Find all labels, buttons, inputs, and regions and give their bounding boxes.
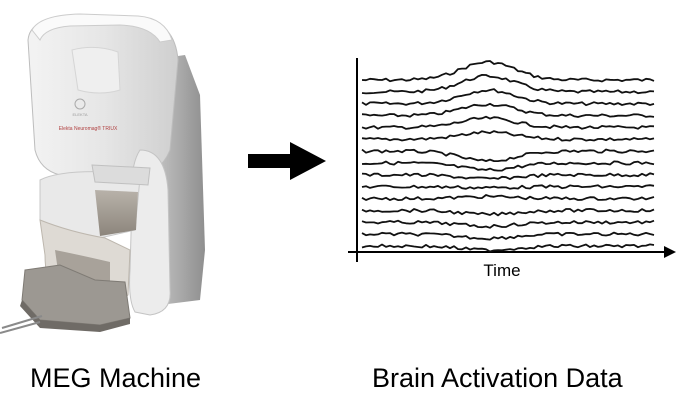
machine-rail	[0, 315, 43, 334]
signal-trace	[361, 102, 655, 118]
plot-x-label: Time	[483, 261, 520, 280]
signal-trace	[361, 160, 655, 172]
plot-x-axis-arrowhead	[664, 246, 676, 258]
trace-group	[361, 60, 655, 253]
machine-caption: MEG Machine	[30, 363, 202, 393]
signal-trace	[361, 88, 655, 107]
signal-trace	[361, 130, 655, 142]
machine-headrest-ledge	[91, 164, 151, 186]
signal-trace	[361, 172, 655, 180]
signal-trace	[361, 184, 655, 190]
signal-trace	[361, 194, 655, 201]
machine-helmet-top	[31, 13, 173, 43]
signal-trace	[361, 219, 655, 229]
signal-trace	[361, 231, 655, 241]
signal-trace	[361, 243, 655, 253]
signal-trace	[361, 208, 655, 217]
machine-brand-text: ELEKTA	[72, 112, 87, 117]
signal-trace	[361, 74, 655, 95]
signal-trace	[361, 115, 655, 130]
machine-logo-icon	[74, 98, 86, 110]
signal-trace	[361, 148, 655, 162]
machine-seat-cushion	[95, 190, 138, 236]
machine-model-text: Elekta Neuromag® TRIUX	[59, 125, 118, 132]
signal-trace	[361, 60, 655, 83]
right-arrow-icon	[248, 142, 326, 180]
plot-caption: Brain Activation Data	[372, 363, 623, 393]
meg-machine-illustration: ELEKTA Elekta Neuromag® TRIUX	[0, 13, 205, 334]
machine-base-shadow	[20, 300, 130, 332]
machine-helmet-recess	[71, 46, 121, 94]
brain-activation-plot: Time	[348, 58, 676, 280]
